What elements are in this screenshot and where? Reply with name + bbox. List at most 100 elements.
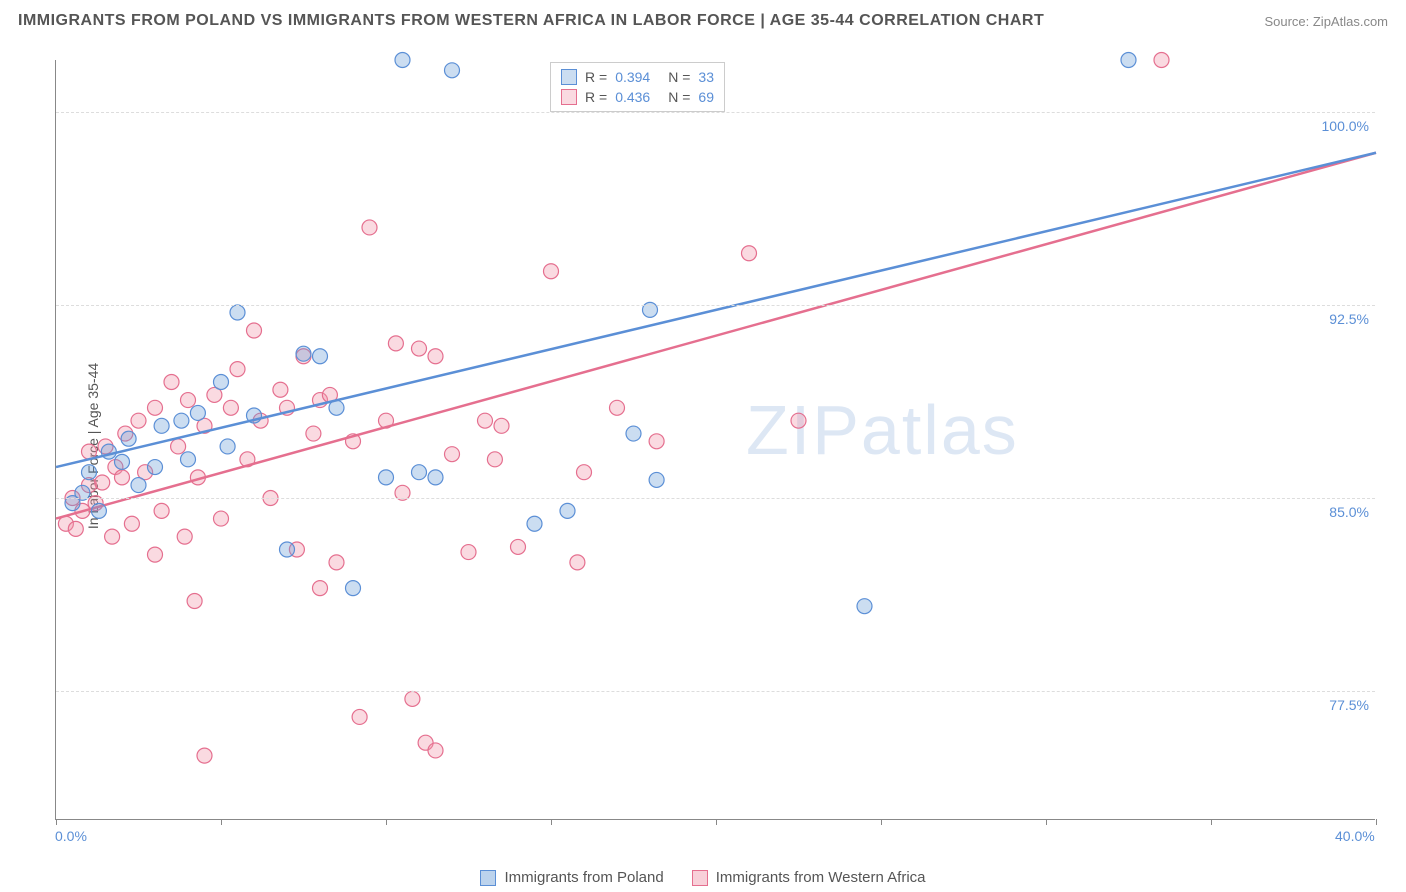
scatter-point [121,431,136,446]
y-tick-label: 85.0% [1329,504,1369,520]
legend-item-poland: Immigrants from Poland [480,869,663,886]
chart-title: IMMIGRANTS FROM POLAND VS IMMIGRANTS FRO… [18,12,1044,30]
x-tick [1211,819,1212,825]
swatch-icon [561,69,577,85]
scatter-point [428,470,443,485]
grid-line [56,305,1375,306]
regression-line [56,153,1376,467]
scatter-point [190,405,205,420]
scatter-point [362,220,377,235]
scatter-point [626,426,641,441]
scatter-point [95,475,110,490]
scatter-point [649,472,664,487]
x-tick [716,819,717,825]
scatter-point [742,246,757,261]
scatter-point [154,503,169,518]
x-tick [551,819,552,825]
scatter-point [610,400,625,415]
y-tick-label: 92.5% [1329,311,1369,327]
n-value: 69 [698,89,714,105]
y-tick-label: 77.5% [1329,697,1369,713]
scatter-point [405,691,420,706]
legend-label-wafrica: Immigrants from Western Africa [716,869,926,886]
scatter-point [174,413,189,428]
scatter-point [379,470,394,485]
scatter-point [527,516,542,531]
n-label: N = [668,69,690,85]
scatter-point [124,516,139,531]
scatter-point [187,594,202,609]
scatter-point [544,264,559,279]
r-label: R = [585,89,607,105]
scatter-point [148,460,163,475]
swatch-poland [480,870,496,886]
scatter-point [313,581,328,596]
scatter-point [560,503,575,518]
scatter-point [164,375,179,390]
scatter-point [313,349,328,364]
scatter-point [412,341,427,356]
r-value: 0.436 [615,89,650,105]
scatter-point [395,53,410,68]
scatter-point [511,539,526,554]
scatter-point [223,400,238,415]
r-label: R = [585,69,607,85]
grid-line [56,498,1375,499]
scatter-point [570,555,585,570]
legend-item-wafrica: Immigrants from Western Africa [692,869,926,886]
r-value: 0.394 [615,69,650,85]
scatter-point [197,748,212,763]
n-label: N = [668,89,690,105]
scatter-point [148,547,163,562]
scatter-point [214,511,229,526]
scatter-point [428,743,443,758]
header-bar: IMMIGRANTS FROM POLAND VS IMMIGRANTS FRO… [18,12,1388,30]
swatch-wafrica [692,870,708,886]
scatter-point [306,426,321,441]
scatter-point [412,465,427,480]
scatter-point [791,413,806,428]
scatter-point [181,452,196,467]
grid-line [56,691,1375,692]
scatter-point [131,413,146,428]
scatter-point [329,555,344,570]
scatter-point [171,439,186,454]
scatter-point [214,375,229,390]
scatter-point [388,336,403,351]
scatter-point [649,434,664,449]
legend-row: R = 0.394 N = 33 [561,67,714,87]
scatter-point [177,529,192,544]
scatter-point [91,503,106,518]
scatter-point [68,521,83,536]
x-tick [221,819,222,825]
n-value: 33 [698,69,714,85]
x-tick [56,819,57,825]
scatter-point [478,413,493,428]
scatter-point [115,470,130,485]
scatter-point [494,418,509,433]
scatter-point [461,545,476,560]
legend-label-poland: Immigrants from Poland [504,869,663,886]
scatter-point [1121,53,1136,68]
x-max-label: 40.0% [1335,828,1375,844]
scatter-point [577,465,592,480]
scatter-point [857,599,872,614]
chart-svg [56,60,1375,819]
scatter-point [1154,53,1169,68]
legend-row: R = 0.436 N = 69 [561,87,714,107]
scatter-point [280,542,295,557]
x-tick [1046,819,1047,825]
scatter-point [445,447,460,462]
legend-bottom: Immigrants from Poland Immigrants from W… [0,869,1406,886]
y-tick-label: 100.0% [1322,118,1369,134]
x-tick [386,819,387,825]
scatter-point [346,581,361,596]
source-label: Source: ZipAtlas.com [1264,14,1388,29]
scatter-point [181,393,196,408]
scatter-point [230,362,245,377]
correlation-legend: R = 0.394 N = 33 R = 0.436 N = 69 [550,62,725,112]
scatter-point [154,418,169,433]
scatter-point [105,529,120,544]
swatch-icon [561,89,577,105]
scatter-point [247,323,262,338]
